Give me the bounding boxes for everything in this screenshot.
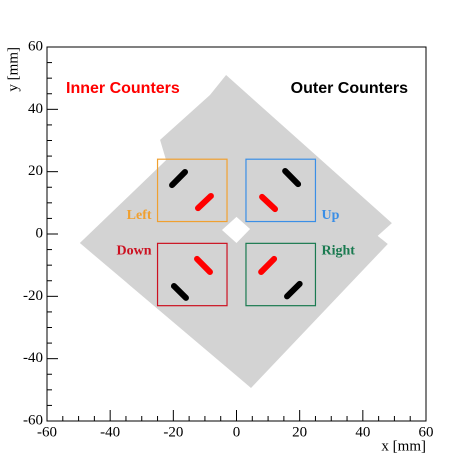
- counter: [282, 168, 302, 188]
- region-box: [245, 158, 317, 223]
- y-tick-label: 0: [36, 225, 44, 241]
- counter: [194, 255, 213, 276]
- y-tick-label: -60: [23, 412, 43, 428]
- x-tick-label: -60: [37, 424, 57, 440]
- x-axis-title: x [mm]: [381, 438, 426, 454]
- counter: [194, 192, 214, 212]
- counter: [258, 255, 278, 276]
- series-label: Outer Counters: [291, 80, 408, 97]
- support-plate: [79, 75, 392, 388]
- counter: [169, 168, 189, 189]
- y-tick-label: 20: [28, 163, 43, 179]
- region-box: [156, 158, 228, 223]
- region-label: Down: [117, 244, 152, 259]
- y-tick-label: -40: [23, 350, 43, 366]
- y-axis-title: y [mm]: [5, 47, 21, 92]
- x-tick-label: -40: [100, 424, 120, 440]
- y-tick-label: -20: [23, 288, 43, 304]
- y-tick-label: 40: [28, 101, 43, 117]
- x-tick-label: 60: [419, 424, 434, 440]
- region-box: [245, 242, 317, 307]
- x-tick-label: 0: [233, 424, 241, 440]
- x-tick-label: 20: [292, 424, 307, 440]
- counter: [170, 283, 189, 301]
- region-box: [156, 242, 228, 307]
- series-label: Inner Counters: [66, 80, 180, 97]
- region-label: Up: [321, 208, 339, 223]
- region-label: Right: [321, 244, 355, 259]
- region-label: Left: [127, 208, 152, 223]
- x-tick-label: 40: [355, 424, 370, 440]
- counter: [259, 193, 279, 213]
- y-tick-label: 60: [28, 38, 43, 54]
- x-tick-label: -20: [163, 424, 183, 440]
- counter: [284, 280, 303, 300]
